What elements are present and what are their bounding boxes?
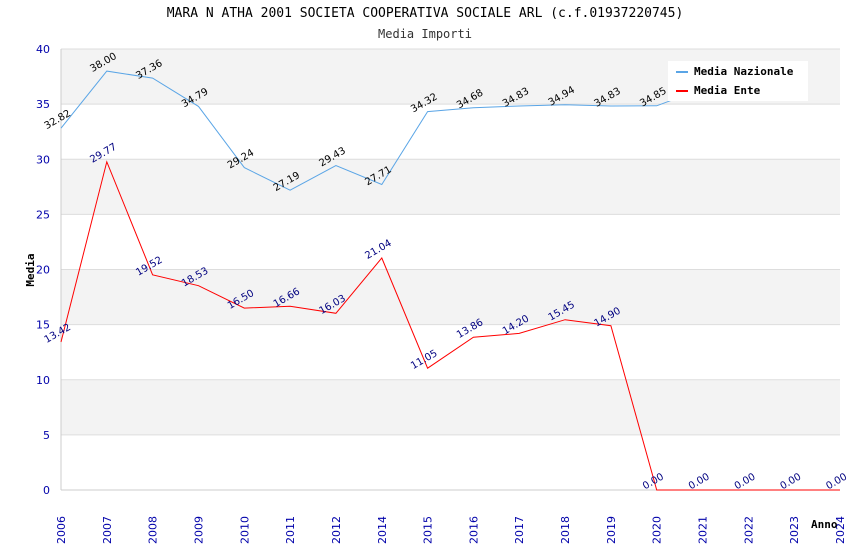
y-axis-label: Media [24,253,37,286]
x-tick-label: 2009 [192,516,205,544]
y-tick-label: 15 [36,319,50,332]
chart-title: MARA N ATHA 2001 SOCIETA COOPERATIVA SOC… [166,6,684,21]
x-tick-label: 2012 [330,516,343,544]
chart-subtitle: Media Importi [378,27,472,41]
grid-band [61,159,840,215]
x-tick-label: 2006 [55,516,68,544]
y-tick-label: 5 [43,429,50,442]
legend: Media Nazionale Media Ente [668,61,808,101]
x-tick-label: 2016 [467,516,480,544]
grid-band [61,104,840,160]
x-tick-label: 2019 [605,516,618,544]
x-tick-label: 2011 [284,516,297,544]
x-tick-label: 2021 [697,516,710,544]
legend-label: Media Nazionale [694,65,794,78]
x-tick-label: 2022 [742,516,755,544]
x-tick-label: 2023 [788,516,801,544]
x-tick-label: 2015 [422,516,435,544]
y-tick-labels: 0 5 10 15 20 25 30 35 40 [36,43,50,497]
y-tick-label: 40 [36,43,50,56]
grid-band [61,214,840,270]
grid-band [61,434,840,490]
x-tick-label: 2014 [376,516,389,544]
x-tick-label: 2024 [834,516,847,544]
grid-band [61,379,840,435]
x-tick-label: 2020 [651,516,664,544]
x-tick-label: 2008 [147,516,160,544]
x-tick-label: 2018 [559,516,572,544]
x-tick-label: 2017 [513,516,526,544]
grid-bands [61,49,840,490]
y-tick-label: 20 [36,264,50,277]
x-tick-label: 2010 [238,516,251,544]
x-tick-label: 2007 [101,516,114,544]
grid-band [61,269,840,325]
y-tick-label: 10 [36,374,50,387]
series-line-media-ente [60,160,840,491]
y-tick-label: 0 [43,484,50,497]
legend-label: Media Ente [694,84,761,97]
legend-box [668,61,808,101]
y-tick-label: 30 [36,153,50,166]
x-tick-labels: 2006 2007 2008 2009 2010 2011 2012 2014 2015 2016… [55,516,847,544]
x-axis-label: Anno [811,518,838,531]
y-tick-label: 25 [36,208,50,221]
grid-lines [61,48,840,491]
y-tick-label: 35 [36,98,50,111]
